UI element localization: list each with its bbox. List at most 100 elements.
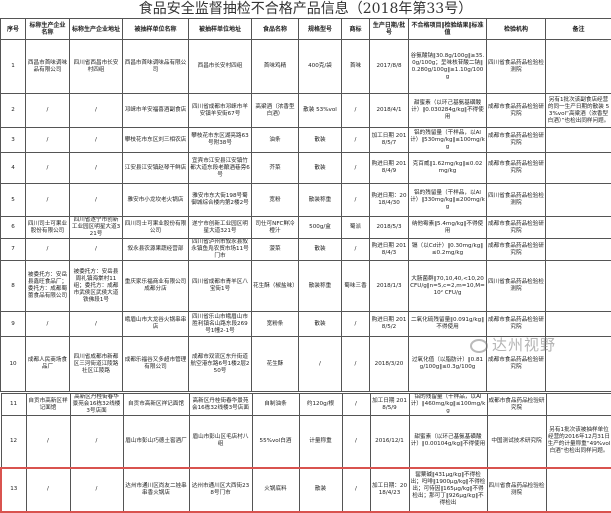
cell-sampled-unit-address: 遂宁市创新工业园区明星大道321号 [189, 217, 252, 239]
cell-sampled-unit-name: 峨眉山市大龙谷火锅串串店 [123, 312, 189, 337]
cell-food-name: 火锅底料 [252, 468, 299, 512]
watermark-icon [470, 339, 488, 353]
cell-remarks [546, 40, 611, 94]
cell-brand: / [342, 337, 370, 392]
cell-food-name: 55%vol白酒 [252, 416, 299, 468]
cell-spec: 500g/盒 [299, 217, 342, 239]
cell-food-name: 芥菜 [252, 153, 299, 184]
cell-brand: / [342, 312, 370, 337]
cell-food-name: 高粱酒（浓香型白酒） [252, 94, 299, 128]
cell-food-name: 司仕可NFC鲜冷橙汁 [252, 217, 299, 239]
cell-sampled-unit-name: 眉山市彭山巧德土窖酒厂 [123, 416, 189, 468]
header-sampled-unit-name: 被抽样单位名称 [123, 19, 189, 40]
cell-manufacturer-address: / [70, 468, 123, 512]
cell-spec: 散装称重 [299, 261, 342, 312]
cell-index: 6 [1, 217, 26, 239]
cell-sampled-unit-address: 宜宾市江安县江安镇竹都大道东段老酿酒巷旁6号 [189, 153, 252, 184]
cell-index: 9 [1, 312, 26, 337]
cell-remarks [546, 184, 611, 217]
cell-failed-item: 镉（以Cd计）‖0.30mg/kg‖≤0.2mg/kg [409, 239, 487, 261]
cell-manufacturer-address: / [70, 184, 123, 217]
cell-sampled-unit-address: 攀枝花市东区湖亮路63号附38号 [189, 128, 252, 153]
cell-manufacturer-address: 被委托方：安岳县周礼镇海棠村11组；委托方：成都市武侯区武侯大道铁佛段1号 [70, 261, 123, 312]
cell-production-date: 2018/4/1 [370, 94, 409, 128]
cell-manufacturer-name: / [26, 128, 70, 153]
cell-inspection-agency: 成都市食品药品检验研究院 [487, 239, 546, 261]
cell-production-date: 购进日期 2018/4/3 [370, 239, 409, 261]
cell-sampled-unit-address: 西昌市长安村四组 [189, 40, 252, 94]
cell-failed-item: 大肠菌群‖70,10,40,<10,20CFU/g‖n=5,c=2,m=10,M… [409, 261, 487, 312]
cell-sampled-unit-address: 四川省泸州市叙永县叙永镇鱼凫农贸市场11号门市 [189, 239, 252, 261]
table-row: 4//江安县江安镇赵琴干鲜店宜宾市江安县江安镇竹都大道东段老酿酒巷旁6号芥菜散装… [1, 153, 611, 184]
cell-sampled-unit-address: 高新区丹桂街春华景苑会16栋32线楼3号店面 [189, 394, 252, 416]
cell-food-name: 宽粉 [252, 184, 299, 217]
cell-sampled-unit-name: 叙永县农源果蔬经营部 [123, 239, 189, 261]
cell-food-name: 菠菜 [252, 239, 299, 261]
cell-sampled-unit-name: 成都乐福谷又多超市管理有限公司 [123, 337, 189, 392]
cell-failed-item: 纳他霉素‖5.4mg/kg‖不得使用 [409, 217, 487, 239]
cell-remarks [546, 239, 611, 261]
cell-food-name: 宽粉条 [252, 312, 299, 337]
cell-brand: / [342, 416, 370, 468]
cell-spec: 散装 [299, 312, 342, 337]
cell-manufacturer-address: / [70, 239, 123, 261]
cell-sampled-unit-name: 自贡市高新区祥记面馆 [123, 394, 189, 416]
cell-sampled-unit-name: 四川司士可果业股份有限公司 [123, 217, 189, 239]
cell-spec: 约120g/根 [299, 394, 342, 416]
cell-sampled-unit-name: 重庆家乐福商业有限公司成都分店 [123, 261, 189, 312]
cell-remarks [546, 217, 611, 239]
cell-sampled-unit-name: 邛崃市羊安福喜酒副食店 [123, 94, 189, 128]
cell-brand: 蜀味三香 [342, 261, 370, 312]
cell-manufacturer-name: / [26, 153, 70, 184]
cell-brand: / [342, 128, 370, 153]
cell-spec: 散装 53%vol [299, 94, 342, 128]
cell-inspection-agency: 成都市食品药品检验研究院 [487, 312, 546, 337]
cell-remarks [546, 261, 611, 312]
cell-inspection-agency: 四川省食品药品检验检测院 [487, 184, 546, 217]
cell-index: 3 [1, 128, 26, 153]
cell-production-date: 2018/5/3 [370, 217, 409, 239]
cell-manufacturer-name: / [26, 239, 70, 261]
header-remarks: 备注 [546, 19, 611, 40]
cell-production-date: 加工日期 2018/5/9 [370, 394, 409, 416]
header-index: 序号 [1, 19, 26, 40]
cell-failed-item: 铝的残留量（干样品，以Al计）‖460mg/kg‖≤100mg/kg [409, 394, 487, 416]
cell-index: 10 [1, 337, 26, 392]
cell-manufacturer-name: / [26, 94, 70, 128]
cell-index: 4 [1, 153, 26, 184]
cell-manufacturer-address: / [70, 312, 123, 337]
cell-failed-item: 谷氨酸钠‖30.8g/100g‖≥35.0g/100g；呈味核苷酸二钠‖0.28… [409, 40, 487, 94]
cell-failed-item: 铝的残留量（干样品，以Al计）‖330mg/kg‖≤200mg/kg [409, 184, 487, 217]
cell-manufacturer-name: 四川司士可果业股份有限公司 [26, 217, 70, 239]
cell-food-name: 自制油条 [252, 394, 299, 416]
table-row: 9//峨眉山市大龙谷火锅串串店四川省乐山市峨眉山市胜利镇名山路东段269号1幢2… [1, 312, 611, 337]
cell-sampled-unit-name: 达州市通川区尚友二娃串串香火锅店 [123, 468, 189, 512]
cell-spec: 散装 [299, 468, 342, 512]
cell-remarks [546, 394, 611, 416]
cell-manufacturer-name: 成都人民商场食品厂 [26, 337, 70, 392]
cell-sampled-unit-address: 四川省成都市邛崃市羊安镇羊安街67号 [189, 94, 252, 128]
cell-manufacturer-address: / [70, 416, 123, 468]
cell-production-date: 2016/12/1 [370, 416, 409, 468]
cell-spec: / [299, 337, 342, 392]
cell-inspection-agency: 成都市食品药品检验研究院 [487, 128, 546, 153]
table-header-row: 序号标称生产企业名称标称生产企业地址被抽样单位名称被抽样单位地址食品名称规格型号… [1, 19, 611, 40]
cell-sampled-unit-address: 达州市通川区大西街238号门市 [189, 468, 252, 512]
cell-brand: 蜀派 [342, 217, 370, 239]
cell-production-date: 2018/1/3 [370, 261, 409, 312]
cell-brand: / [342, 239, 370, 261]
cell-production-date: 购进日期 2018/5/2 [370, 312, 409, 337]
cell-failed-item: 二氧化硫残留量‖0.091g/kg‖不得使用 [409, 312, 487, 337]
cell-index: 11 [1, 394, 26, 416]
header-inspection-agency: 检验机构 [487, 19, 546, 40]
cell-sampled-unit-address: 四川省成都市青羊区八宝街1号 [189, 261, 252, 312]
cell-failed-item: 克百威‖1.62mg/kg‖≤0.02mg/kg [409, 153, 487, 184]
cell-manufacturer-address: / [70, 153, 123, 184]
cell-index: 5 [1, 184, 26, 217]
cell-brand: / [342, 94, 370, 128]
table-row: 7//叙永县农源果蔬经营部四川省泸州市叙永县叙永镇鱼凫农贸市场11号门市菠菜散装… [1, 239, 611, 261]
